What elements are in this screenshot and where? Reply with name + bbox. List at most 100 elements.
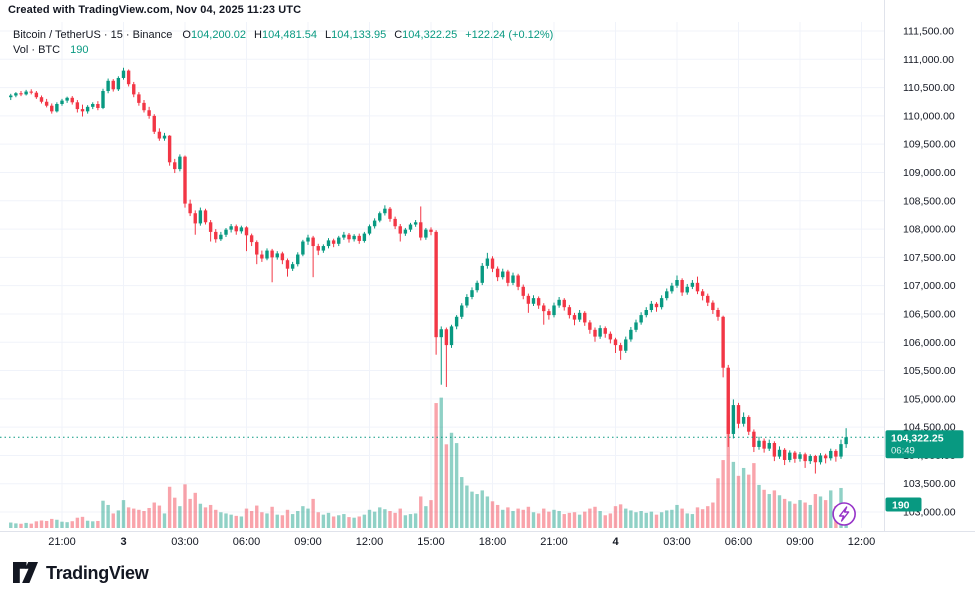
- volume-bar: [152, 502, 156, 528]
- volume-bar: [429, 500, 433, 528]
- candle-body: [470, 290, 474, 297]
- candle-body: [234, 226, 238, 232]
- candle-body: [747, 416, 751, 432]
- candle-body: [285, 260, 290, 269]
- ohlc-close: C104,322.25: [394, 29, 458, 41]
- candle-body: [106, 80, 110, 91]
- time-tick-label: 3: [120, 536, 126, 548]
- candle-body: [818, 455, 823, 463]
- candle-body: [690, 282, 695, 287]
- volume-bar: [567, 512, 572, 528]
- candle-body: [55, 104, 59, 112]
- volume-bar: [39, 520, 44, 528]
- tradingview-logo[interactable]: TradingView: [13, 562, 149, 584]
- candle-body: [829, 450, 833, 459]
- volume-bar: [557, 511, 561, 528]
- volume-bar: [818, 496, 823, 528]
- volume-bar: [157, 505, 162, 528]
- candle-body: [665, 291, 669, 299]
- volume-bar: [536, 513, 541, 528]
- chart-legend[interactable]: Bitcoin / TetherUS · 15 · Binance O104,20…: [13, 28, 553, 58]
- price-tick-label: 105,500.00: [903, 365, 956, 377]
- candle-body: [670, 285, 674, 292]
- time-tick-label: 06:00: [233, 536, 261, 548]
- candle-body: [695, 282, 700, 292]
- candle-body: [357, 235, 361, 241]
- volume-bar: [167, 486, 172, 528]
- candle-body: [162, 135, 167, 139]
- candle-body: [782, 449, 787, 460]
- candle-body: [680, 280, 684, 293]
- volume-bar: [372, 511, 377, 528]
- time-tick-label: 4: [612, 536, 619, 548]
- volume-bar: [229, 514, 233, 528]
- candle-body: [772, 442, 777, 457]
- candle-body: [777, 449, 782, 457]
- volume-bar: [393, 512, 397, 528]
- volume-bar: [352, 517, 356, 528]
- candle-body: [378, 213, 382, 221]
- volume-bar: [116, 510, 121, 528]
- volume-bar: [337, 515, 341, 528]
- candlestick-chart-canvas[interactable]: 111,500.00 111,000.00 110,500.00 110,000.00…: [0, 0, 975, 556]
- candle-body: [495, 268, 500, 278]
- current-price-label: 104,322.25: [891, 433, 944, 445]
- volume-bar: [762, 489, 766, 528]
- volume-bar: [198, 503, 203, 528]
- volume-bar: [649, 511, 654, 528]
- candle-body: [44, 101, 49, 106]
- volume-bar: [741, 467, 746, 528]
- volume-bar: [403, 515, 408, 528]
- volume-bar: [490, 501, 495, 528]
- time-axis[interactable]: 21:00 3 03:00 06:00 09:00 12:00 15:00 18:00 21:0…: [48, 536, 875, 548]
- volume-bar: [465, 485, 469, 528]
- volume-bar: [531, 512, 536, 528]
- candle-body: [152, 115, 156, 132]
- volume-bar: [618, 504, 623, 528]
- candle-body: [639, 315, 643, 323]
- price-tick-label: 110,500.00: [903, 82, 955, 94]
- volume-bar: [326, 512, 331, 528]
- volume-bar: [788, 501, 792, 528]
- candle-body: [439, 329, 443, 338]
- candle-body: [101, 90, 105, 108]
- candle-body: [75, 102, 80, 110]
- candle-body: [326, 240, 331, 247]
- candle-body: [178, 156, 182, 170]
- candle-body: [557, 299, 561, 306]
- candle-body: [577, 312, 582, 320]
- volume-bar: [249, 511, 254, 528]
- volume-bar: [726, 415, 730, 528]
- volume-bar: [111, 513, 115, 528]
- symbol-description[interactable]: Bitcoin / TetherUS · 15 · Binance: [13, 29, 173, 41]
- volume-bar: [383, 509, 387, 528]
- volume-bar: [367, 509, 372, 528]
- candle-body: [388, 208, 392, 219]
- price-tick-label: 109,000.00: [903, 167, 956, 179]
- time-tick-label: 15:00: [417, 536, 445, 548]
- volume-bar: [583, 511, 587, 528]
- candle-body: [624, 339, 628, 351]
- volume-bar: [419, 496, 423, 528]
- volume-indicator-label[interactable]: Vol · BTC: [13, 44, 61, 56]
- candle-body: [618, 345, 623, 351]
- candle-body: [352, 235, 356, 240]
- volume-badge-label: 190: [892, 500, 910, 512]
- candle-body: [91, 104, 95, 107]
- volume-bar: [675, 504, 679, 528]
- candle-body: [301, 241, 305, 255]
- candle-body: [516, 275, 520, 287]
- volume-bar: [55, 519, 59, 528]
- candle-body: [454, 316, 459, 327]
- candle-body: [173, 162, 177, 170]
- candle-body: [260, 254, 264, 259]
- candle-body: [572, 315, 577, 320]
- candle-body: [193, 213, 197, 224]
- volume-bar: [275, 514, 279, 528]
- price-tick-label: 103,500.00: [903, 478, 956, 490]
- time-tick-label: 21:00: [48, 536, 76, 548]
- volume-bar: [121, 500, 126, 528]
- candle-body: [249, 235, 254, 243]
- volume-bar: [137, 509, 141, 528]
- candle-body: [413, 222, 418, 225]
